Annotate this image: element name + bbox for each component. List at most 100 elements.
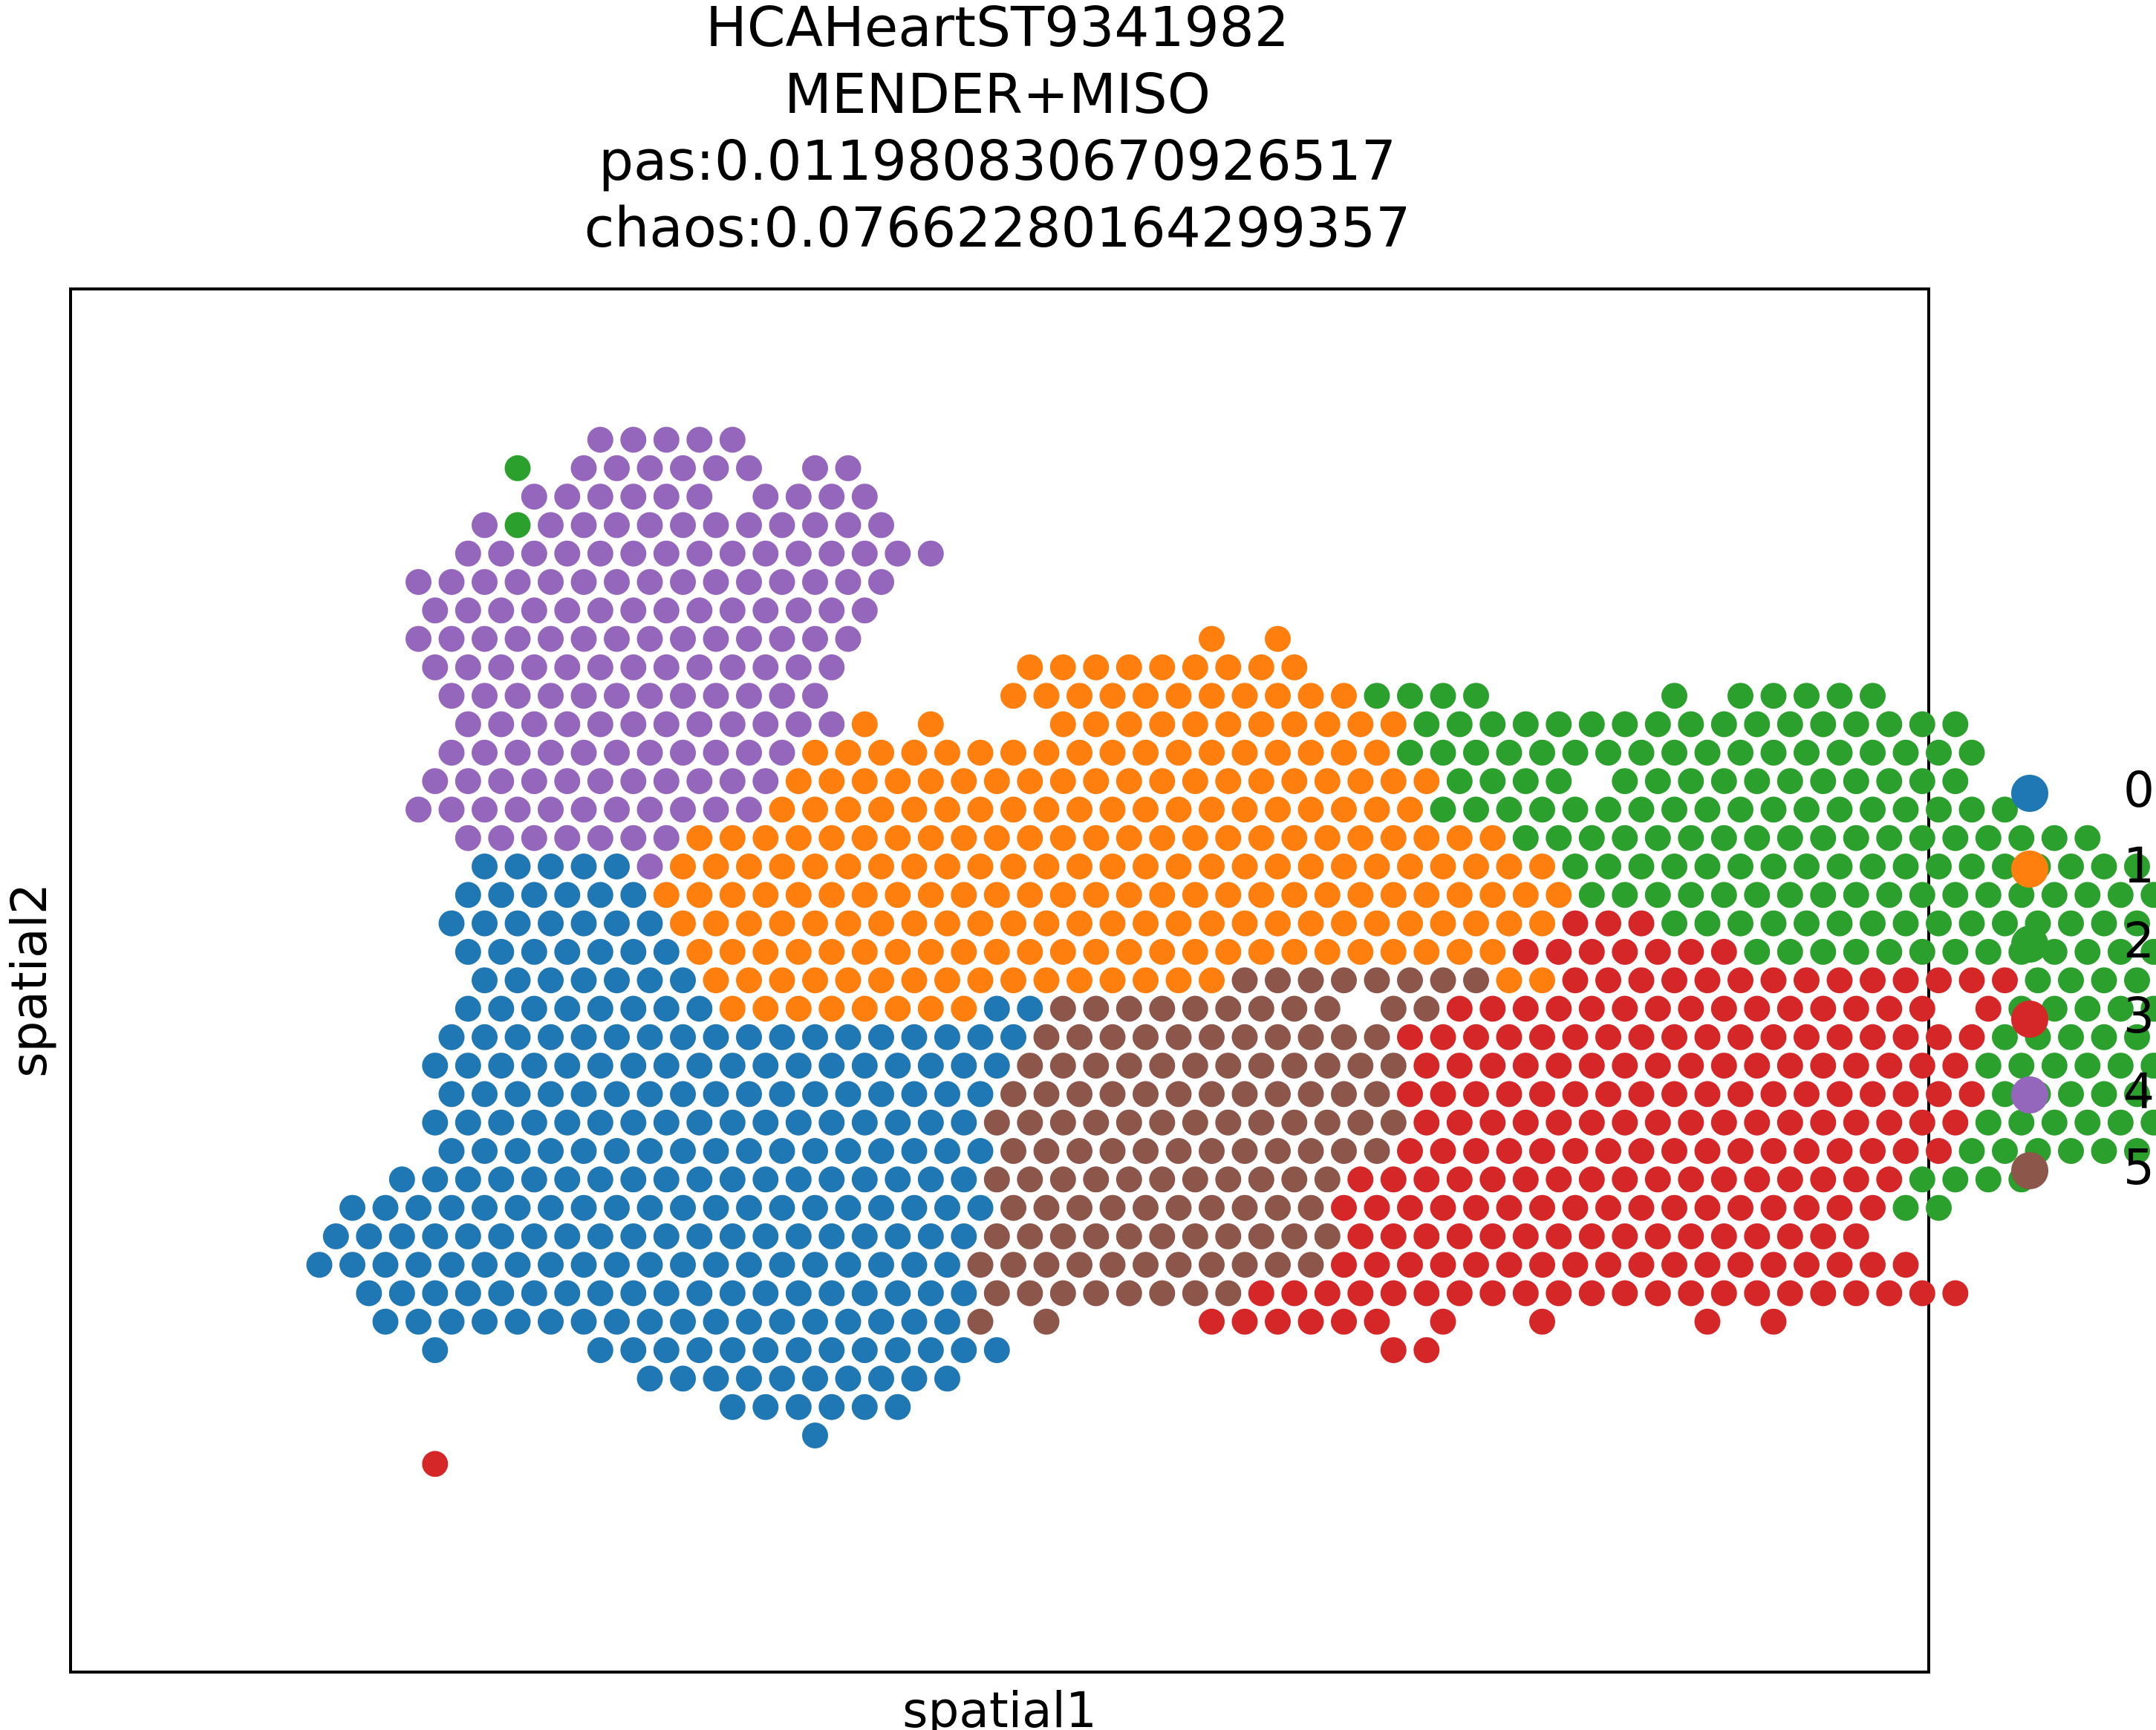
spot-cluster-1 <box>1049 768 1076 795</box>
spot-cluster-4 <box>620 540 647 567</box>
spot-cluster-2 <box>1892 739 1919 766</box>
spot-cluster-3 <box>1397 1081 1423 1108</box>
spot-cluster-3 <box>1546 1053 1572 1079</box>
spot-cluster-5 <box>1248 1166 1274 1193</box>
spot-cluster-4 <box>835 569 862 595</box>
spot-cluster-3 <box>1826 1138 1853 1164</box>
spot-cluster-0 <box>554 882 581 908</box>
spot-cluster-2 <box>1578 825 1605 851</box>
spot-cluster-0 <box>504 967 531 994</box>
spot-cluster-3 <box>1380 1166 1407 1193</box>
spot-cluster-5 <box>1149 1109 1176 1136</box>
spot-cluster-3 <box>1546 1166 1572 1193</box>
spot-cluster-0 <box>885 1280 911 1307</box>
spot-cluster-2 <box>1760 739 1787 766</box>
spot-cluster-1 <box>1149 768 1176 795</box>
spot-cluster-0 <box>736 1024 762 1050</box>
spot-cluster-1 <box>1033 853 1060 879</box>
spot-cluster-2 <box>1909 882 1935 908</box>
spot-cluster-0 <box>604 1024 630 1050</box>
spot-cluster-1 <box>1199 739 1225 766</box>
spot-cluster-0 <box>653 1337 680 1364</box>
spot-cluster-2 <box>1562 853 1589 879</box>
spot-cluster-2 <box>2074 882 2101 908</box>
spot-cluster-0 <box>686 995 713 1022</box>
spot-cluster-3 <box>1546 1280 1572 1307</box>
spot-cluster-2 <box>1512 711 1539 738</box>
spot-cluster-0 <box>802 1081 828 1108</box>
spot-cluster-1 <box>1083 825 1110 851</box>
spot-cluster-1 <box>835 853 862 879</box>
spot-cluster-0 <box>504 1138 531 1164</box>
spot-cluster-3 <box>1397 1138 1423 1164</box>
spot-cluster-2 <box>1909 1166 1935 1193</box>
spot-cluster-4 <box>438 569 465 595</box>
spot-cluster-0 <box>570 910 597 937</box>
spot-cluster-0 <box>570 1194 597 1221</box>
spot-cluster-3 <box>1694 1138 1721 1164</box>
spot-cluster-1 <box>1149 654 1176 680</box>
spot-cluster-0 <box>802 1252 828 1278</box>
spot-cluster-3 <box>1892 1024 1919 1050</box>
spot-cluster-2 <box>1562 796 1589 823</box>
spot-cluster-4 <box>620 484 647 510</box>
spot-cluster-3 <box>1843 1166 1869 1193</box>
spot-cluster-0 <box>636 1252 663 1278</box>
spot-cluster-0 <box>554 1053 581 1079</box>
spot-cluster-3 <box>1694 1252 1721 1278</box>
spot-cluster-1 <box>670 853 696 879</box>
spot-cluster-2 <box>1430 739 1456 766</box>
spot-cluster-1 <box>917 938 944 965</box>
spot-cluster-2 <box>1397 683 1423 709</box>
spot-cluster-0 <box>422 1109 449 1136</box>
y-axis-label: spatial2 <box>1 883 58 1078</box>
spot-cluster-3 <box>1744 1280 1771 1307</box>
spot-cluster-3 <box>1644 1223 1671 1249</box>
spot-cluster-0 <box>934 1138 960 1164</box>
spot-cluster-0 <box>802 1308 828 1335</box>
spot-cluster-1 <box>1331 739 1357 766</box>
spot-cluster-2 <box>1810 825 1837 851</box>
spot-cluster-0 <box>372 1252 399 1278</box>
spot-cluster-4 <box>785 711 812 738</box>
spot-cluster-3 <box>1876 1280 1903 1307</box>
spot-cluster-2 <box>2074 995 2101 1022</box>
spot-cluster-0 <box>504 1194 531 1221</box>
spot-cluster-5 <box>1364 1081 1390 1108</box>
spot-cluster-3 <box>1562 910 1589 937</box>
spot-cluster-0 <box>868 1365 894 1392</box>
spot-cluster-0 <box>636 1308 663 1335</box>
spot-cluster-5 <box>1364 967 1390 994</box>
spot-cluster-5 <box>1099 1081 1126 1108</box>
spot-cluster-4 <box>620 426 647 453</box>
spot-cluster-0 <box>455 1280 481 1307</box>
spot-cluster-4 <box>653 426 680 453</box>
spot-cluster-1 <box>917 825 944 851</box>
spot-cluster-1 <box>1380 882 1407 908</box>
spot-cluster-5 <box>1000 1252 1026 1278</box>
spot-cluster-3 <box>1595 967 1621 994</box>
spot-cluster-4 <box>868 569 894 595</box>
spot-cluster-0 <box>951 1053 977 1079</box>
spot-cluster-3 <box>1496 1138 1522 1164</box>
spot-cluster-0 <box>472 1308 498 1335</box>
spot-cluster-2 <box>1942 711 1969 738</box>
spot-cluster-0 <box>587 1166 613 1193</box>
spot-cluster-3 <box>1776 1280 1803 1307</box>
spot-cluster-2 <box>1661 739 1687 766</box>
spot-cluster-2 <box>1942 938 1969 965</box>
spot-cluster-4 <box>802 569 828 595</box>
spot-cluster-4 <box>554 825 581 851</box>
spot-cluster-2 <box>1694 796 1721 823</box>
spot-cluster-3 <box>1678 938 1704 965</box>
spot-cluster-4 <box>885 540 911 567</box>
spot-cluster-0 <box>1017 995 1043 1022</box>
spot-cluster-0 <box>868 1081 894 1108</box>
spot-cluster-0 <box>1000 1024 1026 1050</box>
spot-cluster-5 <box>1347 1053 1374 1079</box>
spot-cluster-5 <box>1066 1024 1092 1050</box>
spot-cluster-3 <box>1595 1081 1621 1108</box>
spot-cluster-1 <box>752 938 779 965</box>
spot-cluster-1 <box>785 938 812 965</box>
spot-cluster-2 <box>504 455 531 481</box>
